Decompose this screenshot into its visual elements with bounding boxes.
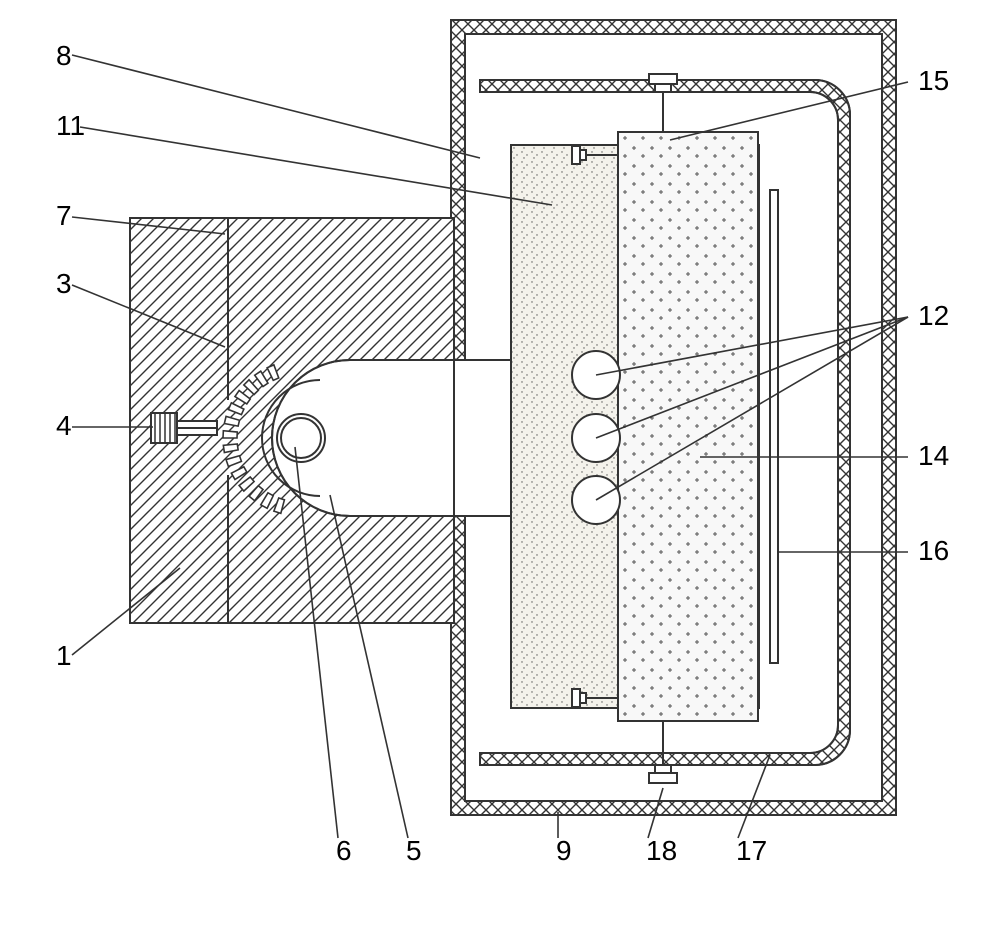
label-6: 6 (336, 835, 352, 866)
label-8: 8 (56, 40, 72, 71)
label-15: 15 (918, 65, 949, 96)
label-7: 7 (56, 200, 72, 231)
side-bar (770, 190, 778, 663)
label-3: 3 (56, 268, 72, 299)
cross-pattern-column (618, 132, 758, 721)
label-16: 16 (918, 535, 949, 566)
label-14: 14 (918, 440, 949, 471)
label-17: 17 (736, 835, 767, 866)
connector-neck (454, 360, 511, 516)
technical-diagram: 1 3 4 5 6 7 8 9 11 12 14 15 16 17 18 (0, 0, 1000, 934)
label-11: 11 (56, 110, 85, 141)
label-18: 18 (646, 835, 677, 866)
label-4: 4 (56, 410, 72, 441)
label-9: 9 (556, 835, 572, 866)
label-1: 1 (56, 640, 72, 671)
label-12: 12 (918, 300, 949, 331)
leader-l8 (72, 55, 480, 158)
label-5: 5 (406, 835, 422, 866)
